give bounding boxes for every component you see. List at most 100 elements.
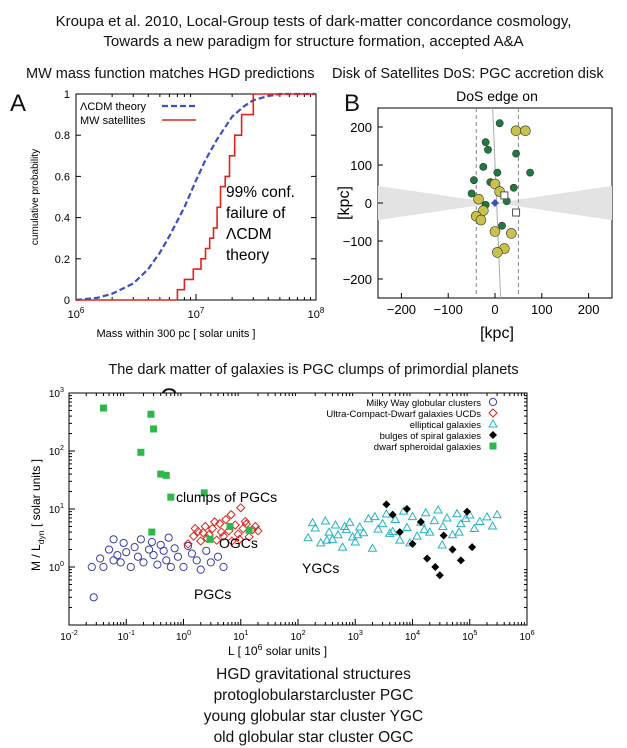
elliptical-galaxy-point (373, 524, 383, 533)
mw-globular-cluster-point (179, 562, 188, 572)
dos-satellite-green (484, 145, 492, 154)
dos-satellite-green (467, 189, 476, 198)
elliptical-galaxy-point (442, 512, 452, 522)
legend-mw-label: MW satellites (80, 115, 146, 127)
dwarf-spheroidal-point (148, 528, 156, 536)
mw-globular-cluster-point (173, 552, 183, 561)
dos-satellite-green (493, 168, 502, 177)
chart-a-annotation-line: ΛCDM (226, 226, 272, 243)
mw-globular-cluster-point (202, 546, 211, 555)
elliptical-galaxy-point (381, 508, 392, 518)
chart-c-xtick-label: 100 (176, 628, 191, 643)
mw-globular-cluster-point (87, 562, 96, 572)
elliptical-galaxy-point (429, 515, 440, 525)
dos-center-diamond (491, 199, 499, 207)
chart-c-xtick-label: 103 (348, 628, 363, 643)
chart-b-xtick-label: 0 (491, 302, 498, 317)
dwarf-spheroidal-point (137, 448, 145, 456)
dwarf-spheroidal-point (162, 471, 170, 479)
chart-a-xtick-label: 107 (188, 306, 205, 321)
annotation-ogcs: OGCs (219, 535, 258, 551)
mw-globular-cluster-point (96, 554, 105, 563)
footer-line-3: young globular star cluster YGC (203, 708, 424, 725)
chart-a-ytick-label: 0.2 (55, 254, 70, 266)
ucd-galaxy-point (236, 503, 246, 513)
chart-b-xtick-label: −100 (434, 302, 463, 317)
ucd-galaxy-point (198, 528, 208, 538)
ucd-galaxy-point (234, 534, 245, 545)
footer-line-2: protoglobularstarcluster PGC (213, 687, 414, 704)
hgd-legend-footer: HGD gravitational structures protoglobul… (0, 664, 627, 748)
elliptical-galaxy-point (469, 523, 480, 533)
chart-c-ytick-label: 103 (49, 385, 64, 400)
mw-globular-cluster-point (139, 558, 148, 567)
chart-c-mass-to-light: 10-2 10-1 100 101 102 103 104 105 106 100 101 102 10… (29, 385, 535, 658)
chart-a-annotation-line: failure of (226, 205, 286, 222)
chart-b-ylabel: [kpc] (336, 186, 353, 220)
chart-b-ytick-label: −200 (343, 272, 372, 287)
panel-b-title: Disk of Satellites DoS: PGC accretion di… (332, 66, 604, 82)
mw-globular-cluster-point (170, 544, 179, 553)
annotation-ygcs: YGCs (302, 560, 339, 576)
chart-a-xtick-label: 108 (308, 306, 325, 321)
dos-satellite-olive (489, 178, 501, 190)
spiral-bulge-point (489, 431, 497, 439)
elliptical-galaxy-point (350, 536, 361, 546)
dos-satellite-green (498, 221, 506, 230)
panel-a-title: MW mass function matches HGD predictions (26, 66, 315, 82)
ucd-galaxy-point (193, 526, 203, 537)
lcdm-theory-curve (75, 92, 316, 302)
elliptical-galaxy-point (344, 517, 355, 526)
dos-satellite-green (479, 162, 488, 171)
chart-b-ytick-label: −100 (343, 234, 372, 249)
elliptical-galaxy-point (412, 531, 422, 540)
chart-b-shadow-wedge-right (495, 185, 612, 221)
spiral-bulge-point (431, 563, 440, 571)
spiral-bulge-point (468, 543, 477, 552)
dos-satellite-green (509, 183, 518, 192)
chart-a-annotation-line: theory (226, 247, 269, 264)
elliptical-galaxy-point (492, 509, 502, 519)
ucd-galaxy-point (253, 526, 263, 536)
chart-c-legend-label: Milky Way globular clusters (366, 398, 481, 409)
ucd-galaxy-point (233, 529, 243, 539)
chart-b-xtick-label: 200 (578, 302, 600, 317)
elliptical-galaxy-point (452, 508, 462, 518)
mw-globular-cluster-point (126, 562, 135, 572)
elliptical-galaxy-point (433, 505, 443, 514)
spiral-bulge-point (388, 510, 397, 519)
chart-a-ylabel: cumulative probability (30, 149, 41, 245)
elliptical-galaxy-point (358, 527, 369, 537)
dwarf-spheroidal-point (147, 410, 155, 418)
dos-satellite-green (526, 168, 534, 177)
ucd-galaxy-point (207, 523, 218, 534)
chart-b-ytick-label: 0 (365, 196, 372, 211)
chart-b-xtick-label: 100 (531, 302, 553, 317)
elliptical-galaxy-point (330, 519, 341, 529)
mw-globular-cluster-point (109, 535, 118, 544)
chart-a-mass-function: 0 0.2 0.4 0.6 0.8 1 106 107 108 Mass within 300 p… (30, 89, 325, 340)
chart-b-xtick-label: −200 (387, 302, 416, 317)
dos-satellite-olive (492, 247, 503, 258)
elliptical-galaxy-point (419, 524, 430, 534)
spiral-bulge-point (402, 505, 411, 513)
annotation-pgcs: PGCs (194, 586, 231, 602)
mw-globular-cluster-point (113, 551, 122, 560)
mw-globular-cluster-point (144, 545, 154, 554)
ucd-galaxy-point (250, 521, 261, 532)
ucd-galaxy-point (183, 539, 193, 549)
ucd-galaxy-point (221, 514, 231, 525)
ucd-galaxy-point (211, 535, 222, 545)
spiral-bulge-point (423, 554, 432, 563)
chart-a-annotation-line: 99% conf. (226, 184, 295, 201)
elliptical-galaxy-point (363, 513, 374, 523)
chart-a-ytick-label: 0.4 (55, 213, 70, 225)
chart-a-legend: ΛCDM theory MW satellites (80, 101, 196, 127)
dwarf-spheroidal-point (245, 526, 253, 534)
chart-c-legend-label: bulges of spiral galaxies (380, 431, 482, 442)
mw-globular-cluster-point (219, 562, 228, 572)
elliptical-galaxy-point (387, 526, 398, 535)
chart-c-ylabel: M / Ldyn [ solar units ] (29, 459, 46, 571)
chart-c-xtick-label: 102 (290, 628, 305, 643)
paper-citation-header: Kroupa et al. 2010, Local-Group tests of… (0, 12, 627, 52)
